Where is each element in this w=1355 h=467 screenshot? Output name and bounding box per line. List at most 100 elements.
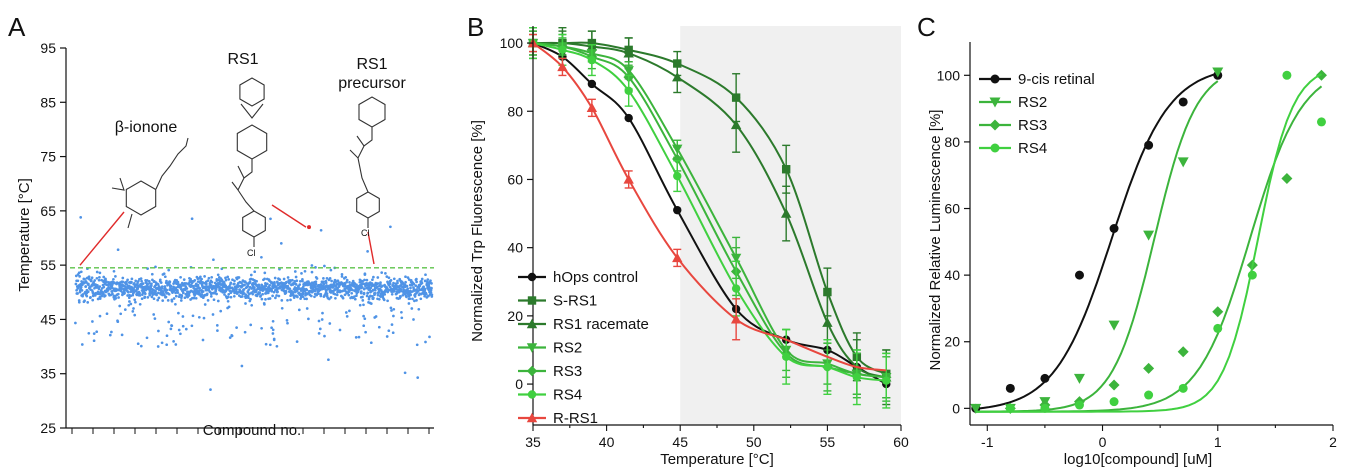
data-point xyxy=(80,343,84,346)
data-point xyxy=(327,358,330,362)
data-point xyxy=(406,287,410,291)
data-point xyxy=(114,296,118,300)
legend-item: R-RS1 xyxy=(518,410,598,427)
data-point xyxy=(229,295,233,299)
data-point xyxy=(404,275,407,279)
data-point xyxy=(307,317,310,321)
data-point xyxy=(303,269,307,273)
data-point xyxy=(249,297,252,301)
data-marker xyxy=(1213,323,1223,333)
data-point xyxy=(400,283,403,287)
data-point xyxy=(169,327,173,331)
data-point xyxy=(126,278,129,282)
data-point xyxy=(76,286,80,290)
data-point xyxy=(325,292,329,296)
data-point xyxy=(100,278,104,282)
data-point xyxy=(196,283,200,287)
data-point xyxy=(361,299,365,302)
x-tick-label: 55 xyxy=(820,434,836,450)
data-marker xyxy=(1315,69,1327,81)
data-point xyxy=(192,296,196,300)
x-tick-label: 35 xyxy=(525,434,541,450)
data-point xyxy=(174,343,178,346)
data-point xyxy=(344,311,348,314)
data-point xyxy=(146,296,150,299)
data-point xyxy=(105,312,109,316)
fit-curve xyxy=(975,72,1219,410)
x-tick-label: 2 xyxy=(1329,434,1337,450)
data-point xyxy=(215,324,219,327)
data-point xyxy=(77,271,81,275)
data-point xyxy=(165,343,169,347)
data-marker xyxy=(1144,140,1154,150)
data-point xyxy=(393,289,396,293)
x-tick-label: 60 xyxy=(893,434,909,450)
data-point xyxy=(76,292,79,295)
data-point xyxy=(190,217,194,221)
legend-label: S-RS1 xyxy=(553,293,597,310)
data-point xyxy=(328,277,332,280)
x-tick-label: 40 xyxy=(599,434,615,450)
data-point xyxy=(156,345,160,348)
data-point xyxy=(138,294,142,297)
data-point xyxy=(376,282,380,285)
data-point xyxy=(270,289,274,293)
data-point xyxy=(344,275,348,279)
data-point xyxy=(271,332,275,335)
data-point xyxy=(413,299,416,303)
data-point xyxy=(305,288,309,292)
data-point xyxy=(117,296,120,299)
data-marker xyxy=(586,102,598,113)
data-point xyxy=(377,297,381,301)
data-point xyxy=(370,284,374,288)
data-point xyxy=(147,279,151,283)
data-point xyxy=(103,294,107,297)
data-point xyxy=(423,294,426,298)
data-point xyxy=(314,280,318,284)
data-point xyxy=(233,279,236,283)
data-point xyxy=(275,294,278,297)
data-point xyxy=(200,293,204,296)
data-point xyxy=(263,303,266,306)
data-point xyxy=(154,289,157,293)
data-point xyxy=(356,290,360,294)
data-point xyxy=(232,294,236,298)
data-point xyxy=(367,284,371,288)
data-point xyxy=(98,285,102,288)
legend-item: 9-cis retinal xyxy=(979,71,1095,88)
data-point xyxy=(198,291,201,295)
data-point xyxy=(390,309,393,312)
legend-label: RS2 xyxy=(1018,94,1047,111)
data-point xyxy=(84,285,88,288)
data-point xyxy=(201,338,205,342)
chlorine-label: Cl xyxy=(361,228,370,238)
data-point xyxy=(345,278,349,282)
data-point xyxy=(317,319,321,323)
data-point xyxy=(197,315,201,319)
data-point xyxy=(249,323,253,327)
data-point xyxy=(389,225,392,229)
data-point xyxy=(207,276,211,280)
data-point xyxy=(158,286,162,289)
data-point xyxy=(194,296,198,300)
data-point xyxy=(251,292,255,296)
data-point xyxy=(129,302,133,306)
data-marker xyxy=(673,205,682,215)
pointer-line xyxy=(79,211,125,266)
data-point xyxy=(143,292,147,296)
data-marker xyxy=(587,55,597,65)
data-point xyxy=(365,278,369,282)
data-point xyxy=(74,282,78,286)
data-point xyxy=(369,286,373,290)
series-rs4 xyxy=(528,27,891,409)
data-point xyxy=(229,281,233,285)
data-marker xyxy=(1109,224,1119,234)
data-point xyxy=(116,319,119,323)
data-point xyxy=(285,319,289,322)
beta-ionone-structure xyxy=(125,180,157,216)
data-point xyxy=(298,279,302,283)
data-point xyxy=(98,314,102,318)
data-point xyxy=(396,281,399,285)
data-point xyxy=(226,299,230,303)
data-point xyxy=(248,280,252,284)
